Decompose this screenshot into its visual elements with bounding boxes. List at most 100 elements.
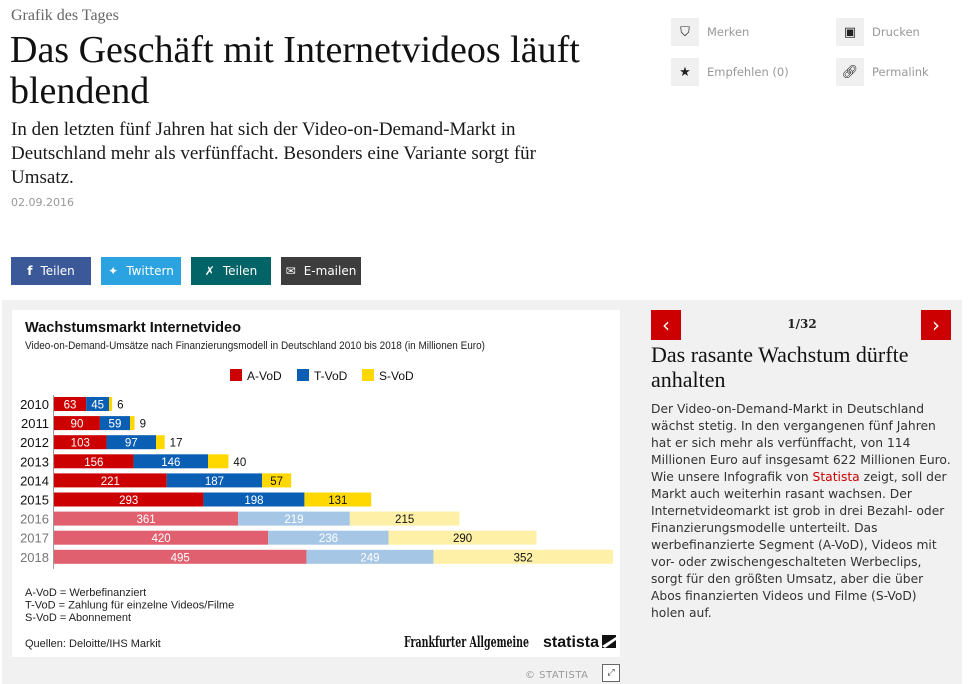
- fullscreen-button[interactable]: ⤢: [602, 664, 620, 682]
- prev-slide-button[interactable]: ‹: [651, 310, 681, 340]
- chart-source: Quellen: Deloitte/IHS Markit: [25, 638, 161, 650]
- bar-t-vod-2018: [306, 549, 434, 564]
- bar-t-vod-2017: [268, 530, 389, 545]
- data-label-s-vod-2010: 6: [117, 400, 123, 412]
- bookmark-icon: ⛉: [671, 18, 699, 46]
- data-label-t-vod-2010: 45: [91, 400, 104, 412]
- bar-t-vod-2013: [133, 454, 209, 469]
- recommend-button[interactable]: ★ Empfehlen (0): [671, 58, 789, 86]
- data-label-t-vod-2012: 97: [125, 438, 138, 450]
- next-slide-button[interactable]: ›: [921, 310, 951, 340]
- data-label-t-vod-2013: 146: [161, 457, 180, 469]
- slide-title: Das rasante Wachstum dürfte anhalten: [651, 342, 909, 392]
- permalink-button[interactable]: 🔗︎ Permalink: [836, 58, 929, 86]
- data-label-a-vod-2017: 420: [152, 533, 171, 545]
- xing-share-label: Teilen: [222, 264, 258, 278]
- category-label: 2017: [20, 531, 49, 546]
- data-label-t-vod-2015: 198: [244, 495, 263, 507]
- facebook-share-label: Teilen: [40, 264, 75, 278]
- chart-title: Wachstumsmarkt Internetvideo: [25, 319, 241, 336]
- chart-note: T-VoD = Zahlung für einzelne Videos/Film…: [25, 600, 234, 612]
- print-label: Drucken: [872, 25, 920, 39]
- link-icon: 🔗︎: [836, 58, 864, 86]
- bar-a-vod-2010: [54, 397, 87, 411]
- chart-card: Wachstumsmarkt Internetvideo Video-on-Dem…: [12, 310, 620, 657]
- chevron-right-icon: ›: [932, 313, 940, 337]
- bookmark-button[interactable]: ⛉ Merken: [671, 18, 749, 46]
- data-label-a-vod-2011: 90: [71, 419, 84, 431]
- category-label: 2015: [20, 493, 49, 508]
- legend-label-a-vod: A-VoD: [247, 369, 282, 383]
- bar-a-vod-2012: [54, 435, 107, 450]
- category-label: 2011: [21, 416, 49, 431]
- email-share-label: E-mailen: [303, 264, 357, 278]
- bar-a-vod-2011: [54, 416, 100, 431]
- bar-s-vod-2012: [156, 435, 165, 450]
- category-label: 2013: [20, 454, 49, 469]
- bar-s-vod-2013: [208, 454, 229, 469]
- data-label-t-vod-2017: 236: [319, 533, 338, 545]
- print-button[interactable]: ▣ Drucken: [836, 18, 920, 46]
- description-text-1: Der Video-on-Demand-Markt in Deutschland…: [651, 402, 951, 484]
- chart-subtitle: Video-on-Demand-Umsätze nach Finanzierun…: [25, 340, 485, 352]
- category-label: 2010: [20, 397, 49, 412]
- legend-label-s-vod: S-VoD: [379, 369, 414, 383]
- statista-logo-mark-stripe: [602, 637, 616, 648]
- data-label-a-vod-2015: 293: [119, 495, 138, 507]
- xing-share-button[interactable]: ✗ Teilen: [191, 257, 271, 285]
- permalink-label: Permalink: [872, 65, 929, 79]
- statista-link[interactable]: Statista: [812, 470, 860, 484]
- bar-a-vod-2014: [54, 473, 167, 488]
- email-share-button[interactable]: ✉ E-mailen: [281, 257, 361, 285]
- data-label-s-vod-2016: 215: [395, 514, 414, 526]
- envelope-icon: ✉: [285, 264, 296, 278]
- data-label-t-vod-2011: 59: [109, 419, 122, 431]
- chart-note: A-VoD = Werbefinanziert: [25, 587, 146, 599]
- bookmark-label: Merken: [707, 25, 750, 39]
- bar-s-vod-2018: [433, 549, 613, 564]
- bar-a-vod-2016: [54, 511, 239, 526]
- bar-s-vod-2011: [129, 416, 135, 431]
- bar-t-vod-2011: [99, 416, 130, 431]
- legend-swatch-s-vod: [362, 369, 374, 381]
- category-label: 2014: [20, 473, 49, 488]
- print-icon: ▣: [836, 18, 864, 46]
- recommend-label: Empfehlen (0): [707, 65, 789, 79]
- bar-a-vod-2018: [54, 549, 307, 564]
- stacked-bar-chart: Wachstumsmarkt Internetvideo Video-on-Dem…: [20, 319, 616, 651]
- data-label-s-vod-2013: 40: [233, 457, 246, 469]
- twitter-icon: ✦: [108, 264, 119, 278]
- data-label-a-vod-2016: 361: [136, 514, 155, 526]
- faz-logo: Frankfurter Allgemeine: [404, 633, 529, 651]
- copyright: © STATISTA: [525, 670, 589, 681]
- star-icon: ★: [671, 58, 699, 86]
- data-label-s-vod-2014: 57: [270, 476, 283, 488]
- bar-t-vod-2014: [166, 473, 263, 488]
- chevron-left-icon: ‹: [662, 313, 670, 337]
- bar-s-vod-2014: [262, 473, 292, 488]
- statista-logo: statista: [543, 634, 599, 651]
- twitter-share-button[interactable]: ✦ Twittern: [101, 257, 181, 285]
- data-label-a-vod-2014: 221: [101, 476, 120, 488]
- facebook-share-button[interactable]: f Teilen: [11, 257, 91, 285]
- chart-note: S-VoD = Abonnement: [25, 612, 131, 624]
- twitter-share-label: Twittern: [126, 264, 174, 278]
- data-label-a-vod-2018: 495: [171, 552, 190, 564]
- slide-counter: 1/32: [787, 317, 817, 331]
- category-label: 2012: [20, 435, 49, 450]
- data-label-s-vod-2018: 352: [514, 552, 533, 564]
- data-label-s-vod-2015: 131: [328, 495, 347, 507]
- fullscreen-icon: ⤢: [607, 668, 615, 678]
- data-label-a-vod-2013: 156: [84, 457, 103, 469]
- data-label-s-vod-2011: 9: [140, 419, 146, 431]
- page-title: Das Geschäft mit Internetvideos läuft bl…: [10, 29, 580, 112]
- bar-t-vod-2012: [106, 435, 157, 450]
- data-label-t-vod-2014: 187: [205, 476, 224, 488]
- bar-s-vod-2016: [349, 511, 460, 526]
- bar-s-vod-2017: [388, 530, 537, 545]
- teaser: In den letzten fünf Jahren hat sich der …: [11, 119, 536, 188]
- bar-t-vod-2016: [238, 511, 350, 526]
- data-label-s-vod-2012: 17: [170, 438, 183, 450]
- bar-a-vod-2017: [54, 530, 269, 545]
- legend-swatch-a-vod: [230, 369, 242, 381]
